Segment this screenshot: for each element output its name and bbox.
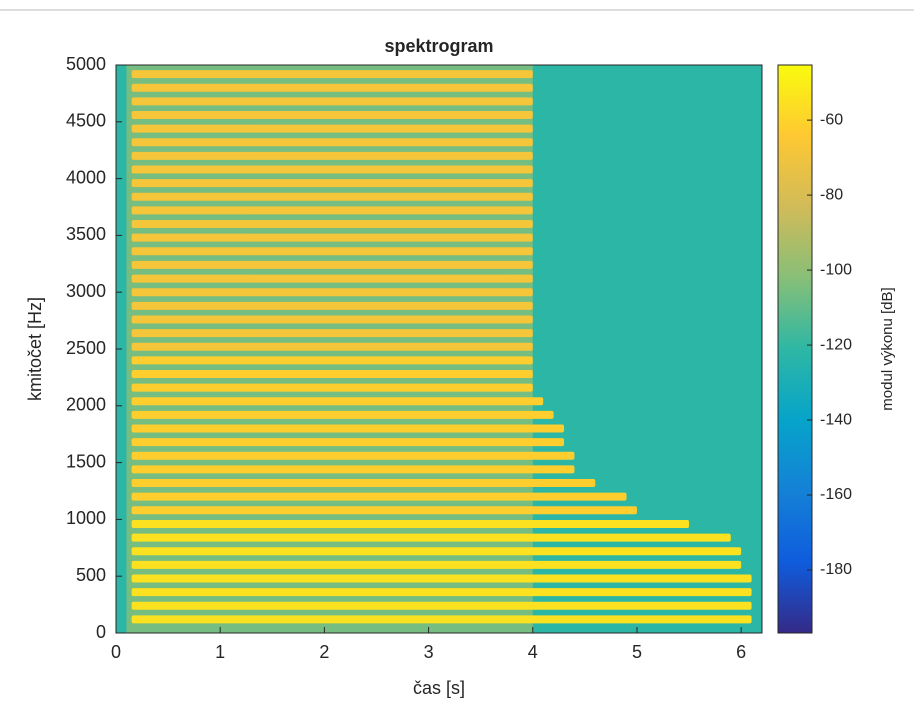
harmonic xyxy=(131,206,533,215)
colorbar xyxy=(777,64,813,634)
harmonic xyxy=(131,506,637,515)
harmonic xyxy=(131,192,533,201)
harmonic xyxy=(131,165,533,174)
harmonic xyxy=(131,151,533,160)
chart-title: spektrogram xyxy=(384,36,493,56)
colorbar-tick-label: -120 xyxy=(820,336,852,353)
x-tick-label: 1 xyxy=(215,642,225,662)
y-tick-label: 2000 xyxy=(66,395,106,415)
harmonic xyxy=(131,588,752,597)
y-tick-label: 4000 xyxy=(66,167,106,187)
harmonic xyxy=(131,451,575,460)
y-tick-label: 1500 xyxy=(66,451,106,471)
harmonic xyxy=(131,519,690,528)
y-tick-label: 4500 xyxy=(66,111,106,131)
harmonic xyxy=(131,138,533,147)
colorbar-tick-label: -160 xyxy=(820,486,852,503)
y-axis-label: kmitočet [Hz] xyxy=(25,297,45,401)
harmonic xyxy=(131,369,533,378)
harmonic xyxy=(131,179,533,188)
harmonic xyxy=(131,247,533,256)
x-axis-label: čas [s] xyxy=(413,678,465,698)
y-tick-label: 3000 xyxy=(66,281,106,301)
harmonic xyxy=(131,274,533,283)
y-tick-label: 3500 xyxy=(66,224,106,244)
x-tick-label: 2 xyxy=(319,642,329,662)
colorbar-tick-label: -80 xyxy=(820,186,843,203)
x-tick-label: 3 xyxy=(424,642,434,662)
y-tick-label: 2500 xyxy=(66,338,106,358)
harmonic xyxy=(131,383,533,392)
harmonic xyxy=(131,438,565,447)
colorbar-label: modul výkonu [dB] xyxy=(879,287,896,410)
harmonic xyxy=(131,533,731,542)
harmonic xyxy=(131,233,533,242)
harmonic xyxy=(131,288,533,297)
x-tick-label: 5 xyxy=(632,642,642,662)
harmonic xyxy=(131,83,533,92)
x-tick-label: 6 xyxy=(736,642,746,662)
harmonic xyxy=(131,356,533,365)
harmonic xyxy=(131,329,533,338)
y-tick-label: 1000 xyxy=(66,508,106,528)
harmonic xyxy=(131,70,533,79)
harmonic xyxy=(131,397,544,406)
y-tick-label: 0 xyxy=(96,622,106,642)
harmonic xyxy=(131,465,575,474)
harmonic xyxy=(131,574,752,583)
harmonic xyxy=(131,260,533,269)
harmonic xyxy=(131,547,742,556)
colorbar-tick-label: -180 xyxy=(820,561,852,578)
colorbar-tick-label: -60 xyxy=(820,111,843,128)
harmonic xyxy=(131,97,533,106)
x-tick-label: 0 xyxy=(111,642,121,662)
harmonic xyxy=(131,342,533,351)
harmonic xyxy=(131,110,533,119)
harmonic xyxy=(131,492,627,501)
harmonic xyxy=(131,124,533,133)
plot-area xyxy=(116,65,762,633)
harmonic xyxy=(131,615,752,624)
x-tick-label: 4 xyxy=(528,642,538,662)
y-tick-label: 5000 xyxy=(66,54,106,74)
harmonic xyxy=(131,301,533,310)
harmonic xyxy=(131,424,565,433)
harmonic xyxy=(131,315,533,324)
harmonic xyxy=(131,220,533,229)
harmonic xyxy=(131,601,752,610)
colorbar-tick-label: -140 xyxy=(820,411,852,428)
colorbar-tick-label: -100 xyxy=(820,261,852,278)
y-tick-label: 500 xyxy=(76,565,106,585)
harmonic xyxy=(131,479,596,488)
harmonic xyxy=(131,410,554,419)
harmonic xyxy=(131,560,742,569)
